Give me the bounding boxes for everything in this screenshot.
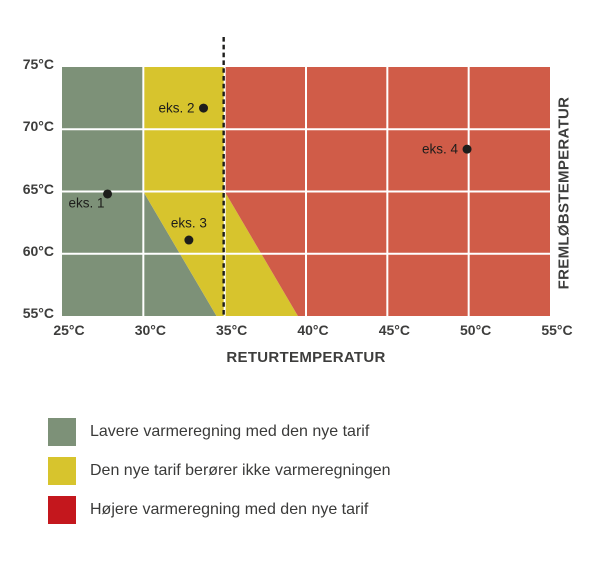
data-point-2 [199, 103, 209, 113]
legend-label-1: Lavere varmeregning med den nye tarif [90, 423, 370, 440]
point-label-3: eks. 3 [170, 215, 207, 231]
x-tick-40: 40°C [297, 322, 329, 338]
legend-item-3: Højere varmeregning med den nye tarif [48, 496, 391, 524]
legend-item-1: Lavere varmeregning med den nye tarif [48, 418, 391, 446]
legend-swatch-2 [48, 457, 76, 485]
data-point-1 [103, 189, 113, 199]
x-tick-45: 45°C [378, 322, 410, 338]
data-point-3 [184, 235, 194, 245]
legend: Lavere varmeregning med den nye tarif Den… [48, 418, 391, 535]
y-tick-75: 75°C [22, 56, 54, 72]
y-tick-65: 65°C [22, 180, 54, 197]
x-axis-title: RETURTEMPERATUR [226, 349, 386, 366]
data-point-4 [462, 144, 472, 154]
legend-label-3: Højere varmeregning med den nye tarif [90, 501, 369, 518]
y-tick-55: 55°C [22, 305, 54, 321]
legend-swatch-3 [48, 496, 76, 524]
y-axis-title: FREMLØBSTEMPERATUR [555, 96, 573, 290]
x-tick-35: 35°C [216, 322, 248, 338]
point-label-4: eks. 4 [422, 141, 459, 157]
legend-label-2: Den nye tarif berører ikke varmeregninge… [90, 462, 391, 479]
point-label-2: eks. 2 [158, 100, 195, 116]
x-tick-25: 25°C [53, 322, 85, 338]
x-tick-50: 50°C [460, 322, 492, 338]
chart-plot-area [62, 37, 550, 316]
x-tick-30: 30°C [134, 322, 166, 338]
legend-swatch-1 [48, 418, 76, 446]
point-label-1: eks. 1 [68, 195, 105, 211]
legend-item-2: Den nye tarif berører ikke varmeregninge… [48, 457, 391, 485]
y-tick-70: 70°C [22, 118, 54, 135]
y-tick-60: 60°C [22, 242, 54, 259]
x-tick-55: 55°C [541, 322, 573, 338]
